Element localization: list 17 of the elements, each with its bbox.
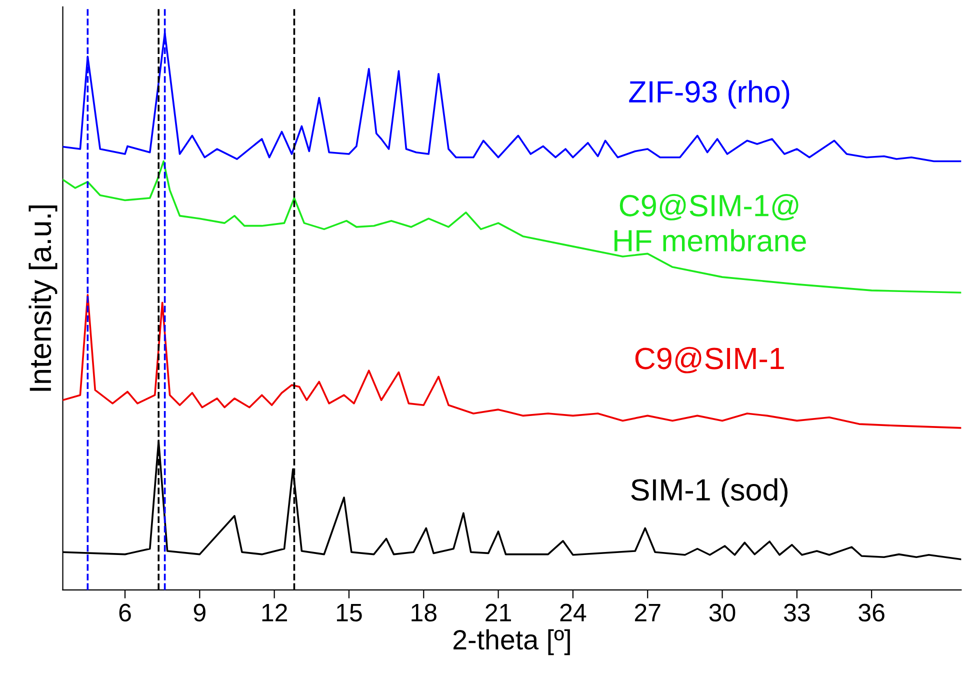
x-tick-label: 27	[634, 604, 660, 622]
series-label: C9@SIM-1	[635, 346, 784, 374]
x-tick-label: 6	[119, 604, 131, 622]
x-tick-label: 12	[262, 604, 287, 622]
x-tick-label: 9	[194, 604, 206, 622]
series-label: C9@SIM-1@ HF membrane	[614, 194, 806, 252]
x-tick-label: 36	[858, 604, 884, 622]
x-tick-label: 33	[784, 604, 810, 622]
x-axis-title: 2-theta [º]	[453, 629, 570, 656]
x-tick-label: 30	[709, 604, 736, 622]
x-tick-label: 21	[486, 604, 511, 622]
x-tick-label: 18	[412, 604, 436, 622]
x-tick-label: 15	[336, 604, 362, 622]
series-label: ZIF-93 (rho)	[629, 80, 790, 109]
series-label: SIM-1 (sod)	[631, 478, 788, 507]
x-tick-label: 24	[560, 604, 586, 622]
y-axis-title: Intensity [a.u.]	[28, 205, 58, 391]
